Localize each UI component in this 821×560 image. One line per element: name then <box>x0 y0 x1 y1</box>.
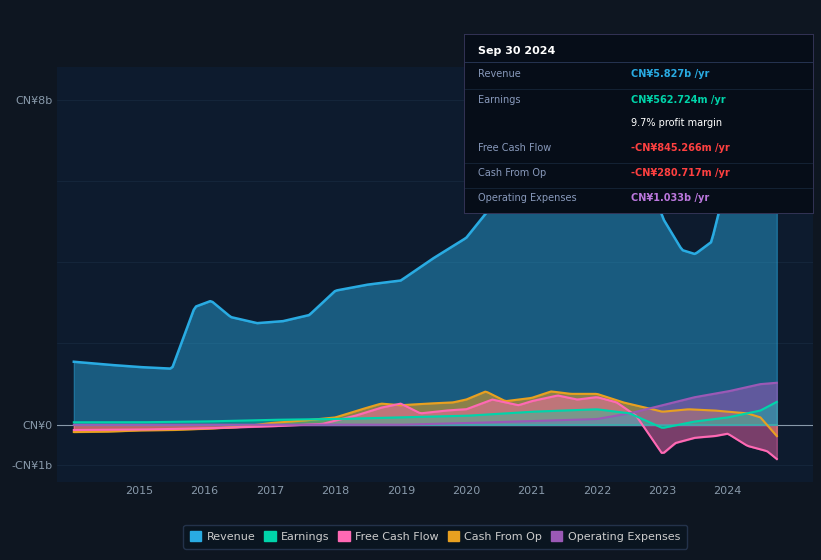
Text: Operating Expenses: Operating Expenses <box>478 193 576 203</box>
Text: Cash From Op: Cash From Op <box>478 168 546 178</box>
Text: CN¥1.033b /yr: CN¥1.033b /yr <box>631 193 709 203</box>
Text: Sep 30 2024: Sep 30 2024 <box>478 46 555 56</box>
Legend: Revenue, Earnings, Free Cash Flow, Cash From Op, Operating Expenses: Revenue, Earnings, Free Cash Flow, Cash … <box>183 525 687 549</box>
Text: 9.7% profit margin: 9.7% profit margin <box>631 118 722 128</box>
Text: -CN¥280.717m /yr: -CN¥280.717m /yr <box>631 168 730 178</box>
Text: Revenue: Revenue <box>478 69 521 80</box>
Text: CN¥562.724m /yr: CN¥562.724m /yr <box>631 95 726 105</box>
Text: -CN¥845.266m /yr: -CN¥845.266m /yr <box>631 143 730 153</box>
Text: Earnings: Earnings <box>478 95 521 105</box>
Text: CN¥5.827b /yr: CN¥5.827b /yr <box>631 69 709 80</box>
Text: Free Cash Flow: Free Cash Flow <box>478 143 551 153</box>
